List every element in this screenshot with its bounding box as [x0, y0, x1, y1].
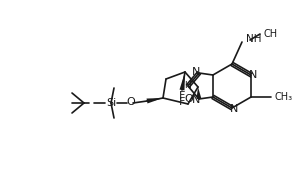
Text: O: O: [185, 94, 193, 104]
Polygon shape: [180, 72, 185, 90]
Text: NH: NH: [246, 34, 261, 44]
Text: F: F: [179, 97, 185, 107]
Polygon shape: [196, 87, 201, 99]
Text: N: N: [192, 67, 200, 77]
Text: F: F: [179, 91, 185, 101]
Text: N: N: [249, 70, 257, 80]
Text: CH: CH: [264, 29, 278, 39]
Text: N: N: [230, 104, 238, 114]
Text: H: H: [185, 81, 191, 89]
Text: N: N: [192, 95, 200, 105]
Text: CH₃: CH₃: [274, 92, 292, 102]
Text: O: O: [127, 97, 135, 107]
Text: Si: Si: [106, 98, 116, 108]
Polygon shape: [147, 98, 163, 103]
